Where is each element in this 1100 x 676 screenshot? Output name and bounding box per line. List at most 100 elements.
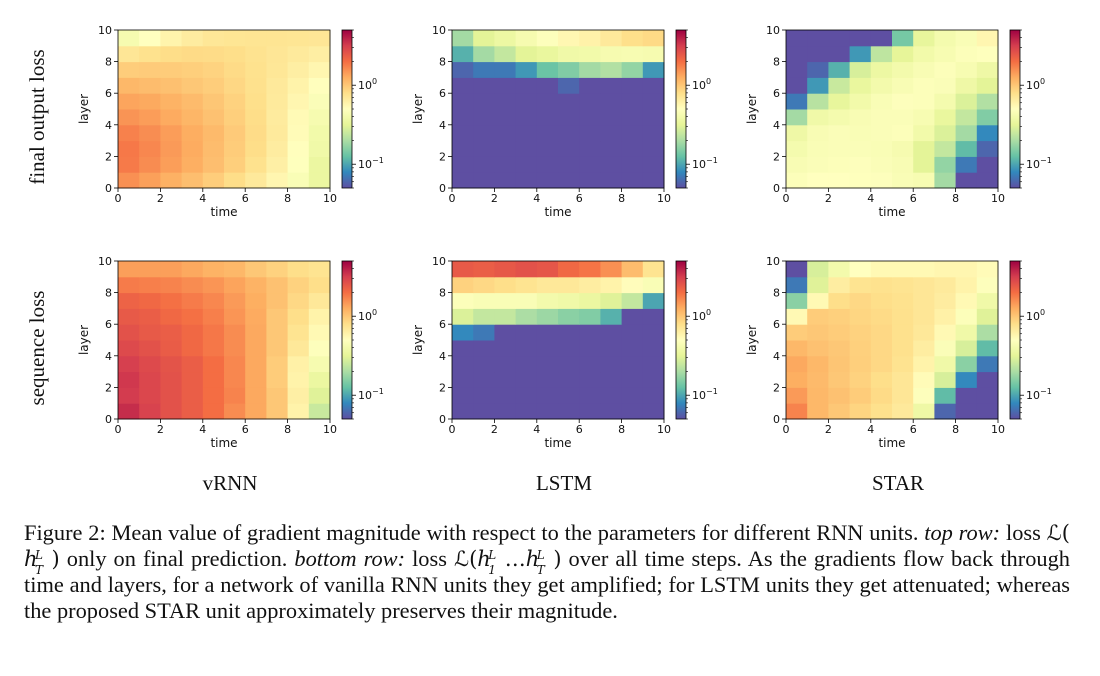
heatmap-cell xyxy=(245,77,267,94)
heatmap-cell xyxy=(266,371,289,388)
heatmap-cell xyxy=(515,77,538,94)
heatmap-cell xyxy=(934,276,957,294)
heatmap-cell xyxy=(807,276,829,294)
heatmap-cell xyxy=(536,140,559,157)
heatmap-cell xyxy=(452,292,474,309)
heatmap-cell xyxy=(202,324,225,341)
heatmap-cell xyxy=(266,61,289,78)
x-tick-label: 0 xyxy=(783,423,790,436)
heatmap-cell xyxy=(558,387,580,404)
heatmap-cell xyxy=(224,45,246,63)
heatmap-cell xyxy=(160,77,183,94)
heatmap-cell xyxy=(118,355,140,373)
heatmap-cell xyxy=(849,30,872,47)
heatmap-cell xyxy=(536,276,559,294)
heatmap-cell xyxy=(160,387,183,404)
heatmap-cell xyxy=(452,93,474,110)
heatmap-cell xyxy=(870,109,893,126)
heatmap-cell xyxy=(870,387,893,404)
heatmap-cell xyxy=(934,109,957,126)
heatmap-cell xyxy=(892,387,914,404)
heatmap-cell xyxy=(536,292,559,309)
heatmap-cell xyxy=(118,45,140,63)
heatmap-cell xyxy=(452,30,474,47)
colorbar xyxy=(675,29,687,189)
x-tick-label: 10 xyxy=(323,423,337,436)
heatmap-cell xyxy=(955,261,978,278)
heatmap-cell xyxy=(139,172,161,189)
heatmap-cell xyxy=(558,292,580,309)
heatmap-cell xyxy=(642,292,665,309)
heatmap-cell xyxy=(139,276,161,294)
heatmap-cell xyxy=(976,172,999,189)
heatmap-cell xyxy=(558,156,580,173)
heatmap-cell xyxy=(786,340,808,357)
heatmap-cell xyxy=(892,292,914,309)
heatmap-cell xyxy=(308,308,331,325)
heatmap-cell xyxy=(118,387,140,404)
heatmap-cell xyxy=(976,109,999,126)
heatmap-cell xyxy=(892,30,914,47)
heatmap-cell xyxy=(308,93,331,110)
heatmap-cell xyxy=(892,124,914,142)
heatmap-cell xyxy=(828,156,851,173)
heatmap-cell xyxy=(494,276,517,294)
heatmap-cell xyxy=(600,172,623,189)
heatmap-cell xyxy=(494,371,517,388)
heatmap-cell xyxy=(976,140,999,157)
heatmap-cell xyxy=(224,124,246,142)
heatmap-cell xyxy=(245,109,267,126)
heatmap-cell xyxy=(181,124,204,142)
heatmap-cell xyxy=(515,276,538,294)
heatmap-cell xyxy=(807,387,829,404)
heatmap-cell xyxy=(181,61,204,78)
heatmap-cell xyxy=(955,109,978,126)
heatmap-cell xyxy=(976,403,999,420)
heatmap-cell xyxy=(807,371,829,388)
heatmap-cell xyxy=(118,77,140,94)
heatmap-cell xyxy=(870,30,893,47)
x-tick-label: 0 xyxy=(449,192,456,205)
heatmap-cell xyxy=(118,156,140,173)
heatmap-cell xyxy=(579,292,601,309)
heatmap-cell xyxy=(621,109,644,126)
heatmap-cell xyxy=(287,93,310,110)
math-sup-L: L xyxy=(35,548,43,562)
heatmap-cell xyxy=(452,172,474,189)
heatmap-cell xyxy=(955,140,978,157)
heatmap-cell xyxy=(473,340,495,357)
heatmap-cell xyxy=(494,93,517,110)
heatmap-cell xyxy=(786,30,808,47)
heatmap-cell xyxy=(473,261,495,278)
heatmap-cell xyxy=(308,30,331,47)
heatmap-cell xyxy=(139,124,161,142)
math-rparen: ) xyxy=(553,547,562,571)
heatmap-cell xyxy=(828,261,851,278)
heatmap-cell xyxy=(287,387,310,404)
heatmap-cell xyxy=(870,261,893,278)
heatmap-cell xyxy=(266,355,289,373)
caption-text-2a: loss xyxy=(1005,520,1041,545)
heatmap-cell xyxy=(494,261,517,278)
heatmap-cell xyxy=(494,340,517,357)
x-tick-label: 4 xyxy=(533,423,540,436)
y-tick-label: 10 xyxy=(766,24,780,37)
y-tick-label: 6 xyxy=(439,87,446,100)
heatmap-cell xyxy=(642,340,665,357)
y-tick-label: 10 xyxy=(98,24,112,37)
heatmap-cell xyxy=(515,156,538,173)
heatmap-cell xyxy=(849,77,872,94)
heatmap-cell xyxy=(807,308,829,325)
heatmap-cell xyxy=(642,355,665,373)
x-tick-label: 0 xyxy=(783,192,790,205)
x-tick-label: 10 xyxy=(991,423,1005,436)
plot-frame xyxy=(117,260,331,420)
heatmap-cell xyxy=(849,276,872,294)
heatmap-cell xyxy=(786,77,808,94)
heatmap-cell xyxy=(807,261,829,278)
heatmap-cell xyxy=(558,61,580,78)
heatmap-cell xyxy=(202,172,225,189)
heatmap-cell xyxy=(308,109,331,126)
x-tick-label: 8 xyxy=(618,192,625,205)
